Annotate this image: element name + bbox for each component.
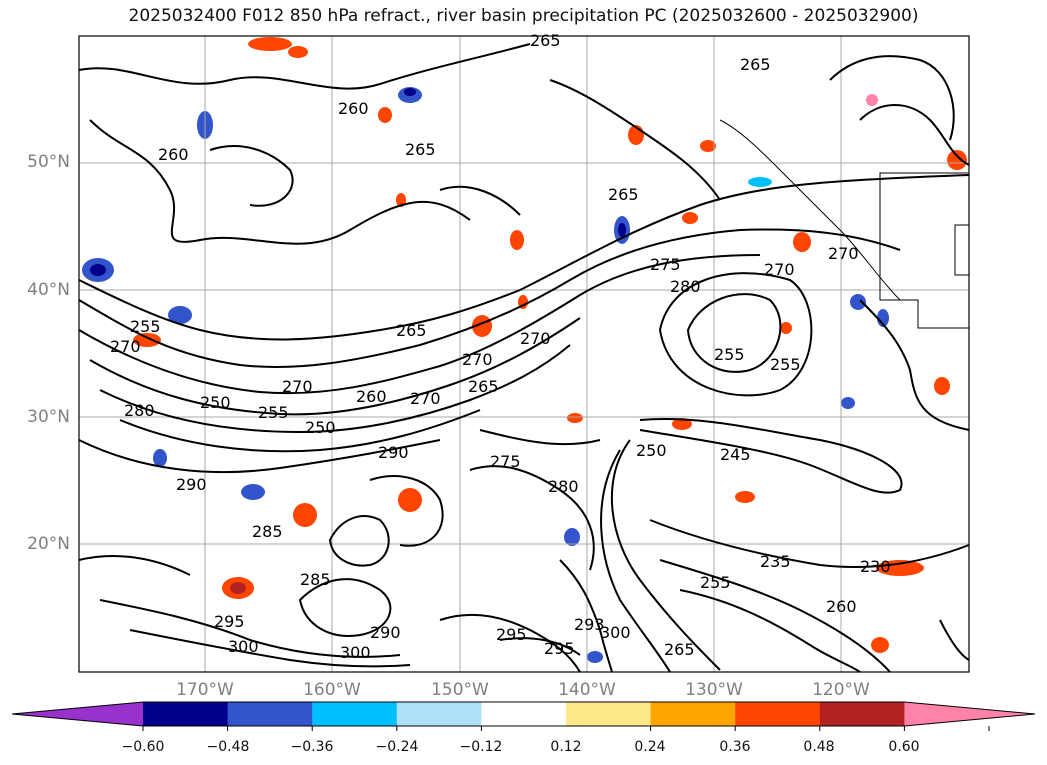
contour-label: 250 xyxy=(636,441,667,460)
colorbar-tick-label: 0.48 xyxy=(803,739,835,755)
contour-label: 293 xyxy=(574,615,605,634)
contour-label: 270 xyxy=(110,337,141,356)
colorbar-tick-label: 0.24 xyxy=(634,739,666,755)
colorbar-tick-label: −0.24 xyxy=(375,739,419,755)
contour-label: 290 xyxy=(370,623,401,642)
colorbar xyxy=(11,701,1036,731)
contour-label: 260 xyxy=(338,99,369,118)
contour-label: 230 xyxy=(860,557,891,576)
contour-label: 280 xyxy=(124,401,155,420)
contour-label: 265 xyxy=(468,377,499,396)
contour-label: 265 xyxy=(530,31,561,50)
contour-label: 275 xyxy=(650,255,681,274)
colorbar-extend-low xyxy=(12,702,143,726)
lon-label-140w: 140°W xyxy=(558,680,616,700)
lon-label-130w: 130°W xyxy=(685,680,743,700)
contour-labels: 265 260 265 260 265 265 270 275 280 270 … xyxy=(110,31,891,662)
contour-label: 280 xyxy=(548,477,579,496)
colorbar-extend-high xyxy=(904,702,1035,726)
contour-label: 260 xyxy=(356,387,387,406)
contour-label: 270 xyxy=(764,260,795,279)
contour-label: 265 xyxy=(740,55,771,74)
colorbar-tick-label: 0.36 xyxy=(719,739,751,755)
contour-label: 255 xyxy=(714,345,745,364)
contour-label: 250 xyxy=(200,393,231,412)
contour-label: 280 xyxy=(670,277,701,296)
contour-label: 265 xyxy=(396,321,427,340)
contour-label: 295 xyxy=(496,625,527,644)
contour-label: 275 xyxy=(490,452,521,471)
colorbar-tick-label: 0.12 xyxy=(550,739,582,755)
lon-label-120w: 120°W xyxy=(812,680,870,700)
contour-label: 255 xyxy=(258,403,289,422)
colorbar-tick-label: −0.60 xyxy=(121,739,165,755)
colorbar-swatch xyxy=(227,702,313,726)
contour-label: 245 xyxy=(720,445,751,464)
contour-label: 290 xyxy=(378,443,409,462)
contour-label: 270 xyxy=(520,329,551,348)
contour-label: 270 xyxy=(828,244,859,263)
contour-label: 250 xyxy=(305,418,336,437)
precip-shading xyxy=(82,37,967,663)
lon-label-170w: 170°W xyxy=(176,680,234,700)
contour-label: 295 xyxy=(544,639,575,658)
colorbar-swatch xyxy=(312,702,398,726)
lon-label-150w: 150°W xyxy=(431,680,489,700)
colorbar-tick-label: −0.48 xyxy=(206,739,250,755)
colorbar-swatch xyxy=(735,702,821,726)
contour-label: 300 xyxy=(600,623,631,642)
colorbar-swatch xyxy=(143,702,229,726)
contour-label: 300 xyxy=(228,637,259,656)
lat-label-20n: 20°N xyxy=(27,534,70,554)
contour-label: 260 xyxy=(158,145,189,164)
contour-label: 255 xyxy=(770,355,801,374)
lat-label-50n: 50°N xyxy=(27,152,70,172)
colorbar-swatch xyxy=(396,702,482,726)
colorbar-swatch xyxy=(650,702,736,726)
colorbar-tick-label: 0.60 xyxy=(888,739,920,755)
contour-label: 255 xyxy=(700,573,731,592)
graticule xyxy=(79,36,969,672)
lat-label-40n: 40°N xyxy=(27,280,70,300)
contour-label: 295 xyxy=(214,612,245,631)
map-plot-area xyxy=(78,35,970,673)
contour-label: 290 xyxy=(176,475,207,494)
contour-label: 270 xyxy=(282,377,313,396)
colorbar-swatch xyxy=(566,702,652,726)
contour-label: 255 xyxy=(130,317,161,336)
contour-label: 285 xyxy=(300,570,331,589)
colorbar-swatch xyxy=(481,702,567,726)
contour-label: 260 xyxy=(826,597,857,616)
contour-label: 270 xyxy=(410,389,441,408)
map-title: 2025032400 F012 850 hPa refract., river … xyxy=(128,6,919,26)
contour-label: 265 xyxy=(664,640,695,659)
contour-label: 235 xyxy=(760,552,791,571)
lat-label-30n: 30°N xyxy=(27,407,70,427)
contour-label: 300 xyxy=(340,643,371,662)
refractivity-contours xyxy=(78,43,970,673)
colorbar-tick-label: −0.12 xyxy=(459,739,503,755)
contour-label: 265 xyxy=(405,140,436,159)
contour-label: 265 xyxy=(608,185,639,204)
colorbar-tick-label: −0.36 xyxy=(290,739,334,755)
contour-label: 270 xyxy=(462,350,493,369)
lon-label-160w: 160°W xyxy=(303,680,361,700)
colorbar-swatch xyxy=(819,702,905,726)
contour-label: 285 xyxy=(252,522,283,541)
